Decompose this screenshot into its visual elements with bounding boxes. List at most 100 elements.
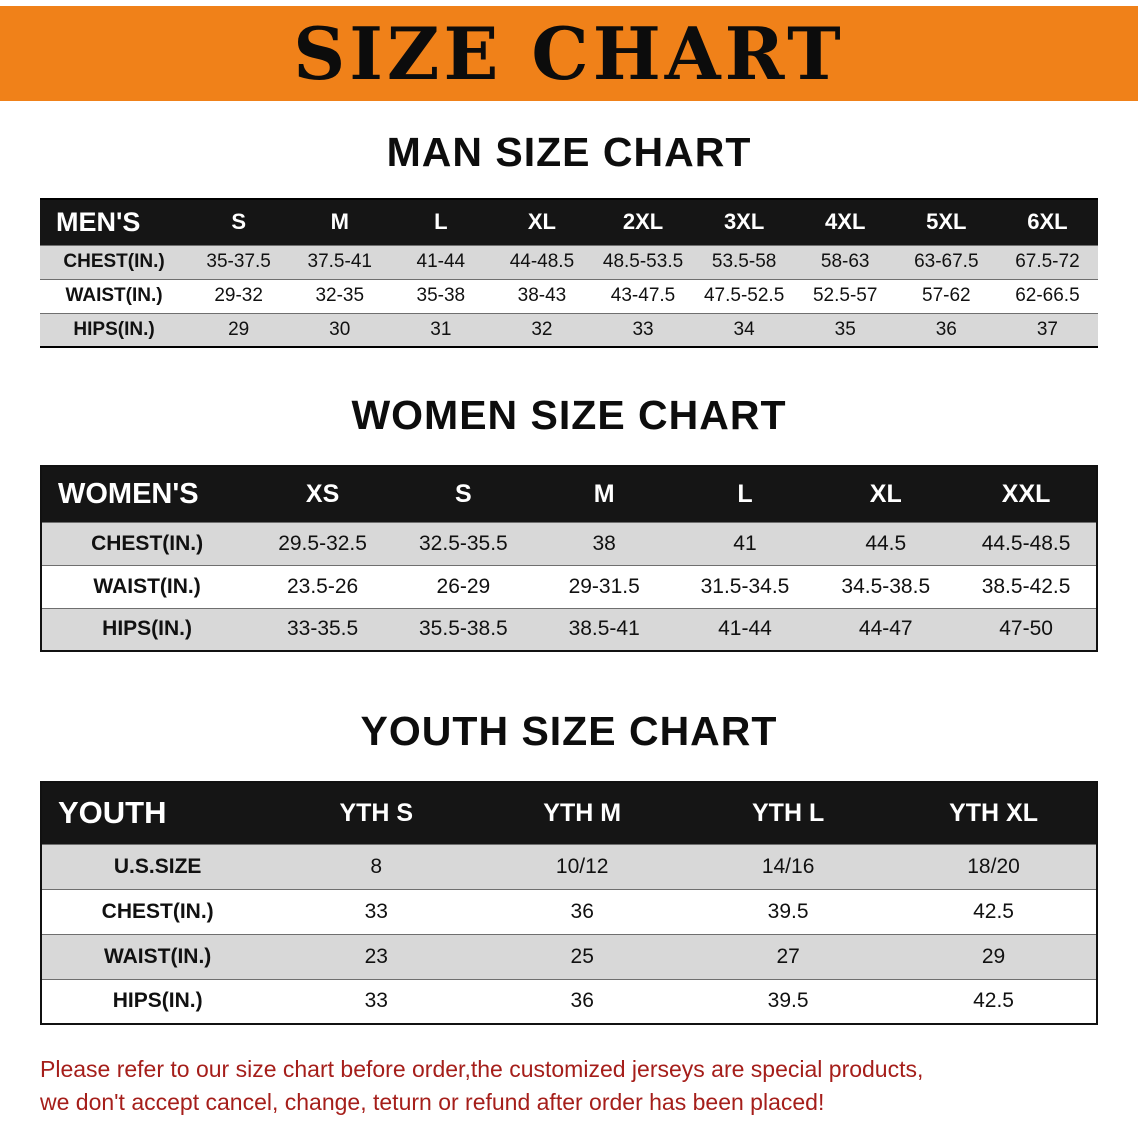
value-cell: 31: [430, 318, 452, 340]
value-cell: 23.5-26: [286, 574, 359, 598]
value-cell: 41-44: [718, 617, 772, 641]
value-cell: 44-48.5: [509, 251, 575, 272]
size-header-cell: S: [455, 479, 472, 508]
size-header-cell: S: [231, 209, 246, 235]
value-cell: 44.5: [865, 531, 907, 555]
value-cell: 58-63: [820, 251, 870, 272]
women-size-table: WOMEN'S XS S M L XL XXL CHEST(IN.) 29.5-32.5 32.5…: [40, 465, 1098, 652]
value-cell: 36: [570, 899, 594, 923]
size-header-cell: 4XL: [825, 209, 866, 235]
size-header-cell: 3XL: [723, 209, 765, 235]
value-cell: 18/20: [967, 854, 1020, 878]
value-cell: 23: [364, 944, 388, 968]
size-header-cell: XS: [305, 479, 340, 508]
value-cell: 52.5-57: [812, 285, 878, 306]
value-cell: 39.5: [767, 899, 809, 923]
size-header-cell: L: [737, 479, 753, 508]
disclaimer-line-1: Please refer to our size chart before or…: [40, 1056, 924, 1082]
table-row: HIPS(IN.) 33-35.5 35.5-38.5 38.5-41 41-44 44-…: [41, 608, 1097, 651]
size-header-cell: L: [434, 209, 448, 235]
size-header-cell: YTH M: [543, 798, 622, 827]
value-cell: 26-29: [436, 574, 491, 598]
value-cell: 32.5-35.5: [419, 531, 508, 555]
value-cell: 63-67.5: [914, 251, 979, 272]
value-cell: 38.5-41: [568, 617, 640, 641]
value-cell: 38: [592, 531, 616, 555]
value-cell: 44-47: [858, 617, 913, 641]
table-row: CHEST(IN.) 35-37.5 37.5-41 41-44 44-48.5 48.5…: [40, 245, 1098, 279]
disclaimer-line-2: we don't accept cancel, change, teturn o…: [40, 1089, 825, 1116]
value-cell: 35-37.5: [206, 251, 271, 272]
value-cell: 41-44: [416, 251, 466, 272]
value-cell: 35-38: [416, 285, 466, 306]
table-row: WAIST(IN.) 23 25 27 29: [41, 934, 1097, 979]
value-cell: 44.5-48.5: [981, 531, 1071, 555]
size-header-cell: YTH L: [752, 798, 825, 827]
size-header-cell: 2XL: [622, 209, 664, 235]
row-label-cell: CHEST(IN.): [91, 531, 204, 555]
men-size-table: MEN'S S M L XL 2XL 3XL 4XL 5XL 6XL CHEST(IN.) 35-37…: [40, 198, 1098, 348]
table-row: CHEST(IN.) 29.5-32.5 32.5-35.5 38 41 44.5 44.5…: [41, 522, 1097, 565]
size-header-cell: M: [330, 209, 349, 235]
value-cell: 41: [733, 531, 757, 555]
table-row: WAIST(IN.) 23.5-26 26-29 29-31.5 31.5-34.5 34…: [41, 565, 1097, 608]
size-header-cell: YTH XL: [949, 798, 1038, 827]
value-cell: 8: [370, 854, 383, 878]
value-cell: 33: [364, 899, 388, 923]
value-cell: 36: [935, 318, 957, 340]
value-cell: 14/16: [761, 854, 815, 878]
value-cell: 37.5-41: [307, 251, 372, 272]
value-cell: 33-35.5: [286, 617, 359, 641]
size-header-cell: XXL: [1001, 479, 1051, 508]
value-cell: 35.5-38.5: [419, 617, 508, 641]
value-cell: 36: [570, 989, 594, 1013]
value-cell: 42.5: [973, 989, 1014, 1013]
men-section-heading: MAN SIZE CHART: [386, 129, 752, 175]
table-label-header: YOUTH: [58, 795, 167, 831]
row-label-cell: CHEST(IN.): [101, 899, 214, 923]
page-title: SIZE CHART: [293, 10, 845, 96]
size-header-cell: XL: [527, 209, 556, 235]
value-cell: 53.5-58: [711, 251, 777, 272]
value-cell: 32-35: [315, 285, 365, 306]
table-row: U.S.SIZE 8 10/12 14/16 18/20: [41, 844, 1097, 889]
value-cell: 47-50: [999, 617, 1053, 641]
value-cell: 29: [981, 944, 1006, 968]
value-cell: 38-43: [517, 285, 567, 306]
size-header-cell: 5XL: [926, 209, 967, 235]
table-row: WAIST(IN.) 29-32 32-35 35-38 38-43 43-47.5 47.…: [40, 279, 1098, 313]
value-cell: 34: [733, 318, 755, 340]
value-cell: 37: [1036, 318, 1058, 340]
row-label-cell: HIPS(IN.): [73, 318, 155, 340]
table-header-row: MEN'S S M L XL 2XL 3XL 4XL 5XL 6XL: [40, 199, 1098, 245]
value-cell: 27: [776, 944, 800, 968]
value-cell: 29.5-32.5: [278, 531, 367, 555]
row-label-cell: HIPS(IN.): [112, 989, 203, 1013]
value-cell: 48.5-53.5: [602, 251, 684, 272]
value-cell: 67.5-72: [1015, 251, 1080, 272]
value-cell: 42.5: [973, 899, 1014, 923]
value-cell: 57-62: [922, 285, 971, 306]
table-header-row: YOUTH YTH S YTH M YTH L YTH XL: [41, 782, 1097, 844]
row-label-cell: CHEST(IN.): [63, 251, 165, 272]
size-header-cell: M: [593, 479, 615, 508]
table-row: CHEST(IN.) 33 36 39.5 42.5: [41, 889, 1097, 934]
size-header-cell: 6XL: [1027, 209, 1068, 235]
value-cell: 31.5-34.5: [700, 574, 790, 598]
content-area: MAN SIZE CHART MEN'S S M L XL 2XL 3XL 4XL 5XL 6XL…: [0, 129, 1138, 1120]
value-cell: 30: [329, 318, 351, 340]
size-chart-page: SIZE CHART MAN SIZE CHART MEN'S S M L XL 2XL 3…: [0, 6, 1138, 1120]
size-header-cell: YTH S: [339, 798, 414, 827]
women-section-heading: WOMEN SIZE CHART: [351, 392, 787, 438]
table-header-row: WOMEN'S XS S M L XL XXL: [41, 466, 1097, 522]
value-cell: 62-66.5: [1015, 285, 1080, 306]
row-label-cell: HIPS(IN.): [102, 617, 193, 641]
disclaimer: Please refer to our size chart before or…: [40, 1053, 1098, 1120]
youth-section-heading: YOUTH SIZE CHART: [360, 708, 778, 754]
section-youth: YOUTH SIZE CHART YOUTH YTH S YTH M YTH L YTH…: [40, 708, 1098, 1025]
value-cell: 32: [531, 318, 553, 340]
banner: SIZE CHART: [0, 6, 1138, 101]
value-cell: 39.5: [767, 989, 809, 1013]
value-cell: 33: [364, 989, 388, 1013]
value-cell: 38.5-42.5: [981, 574, 1071, 598]
